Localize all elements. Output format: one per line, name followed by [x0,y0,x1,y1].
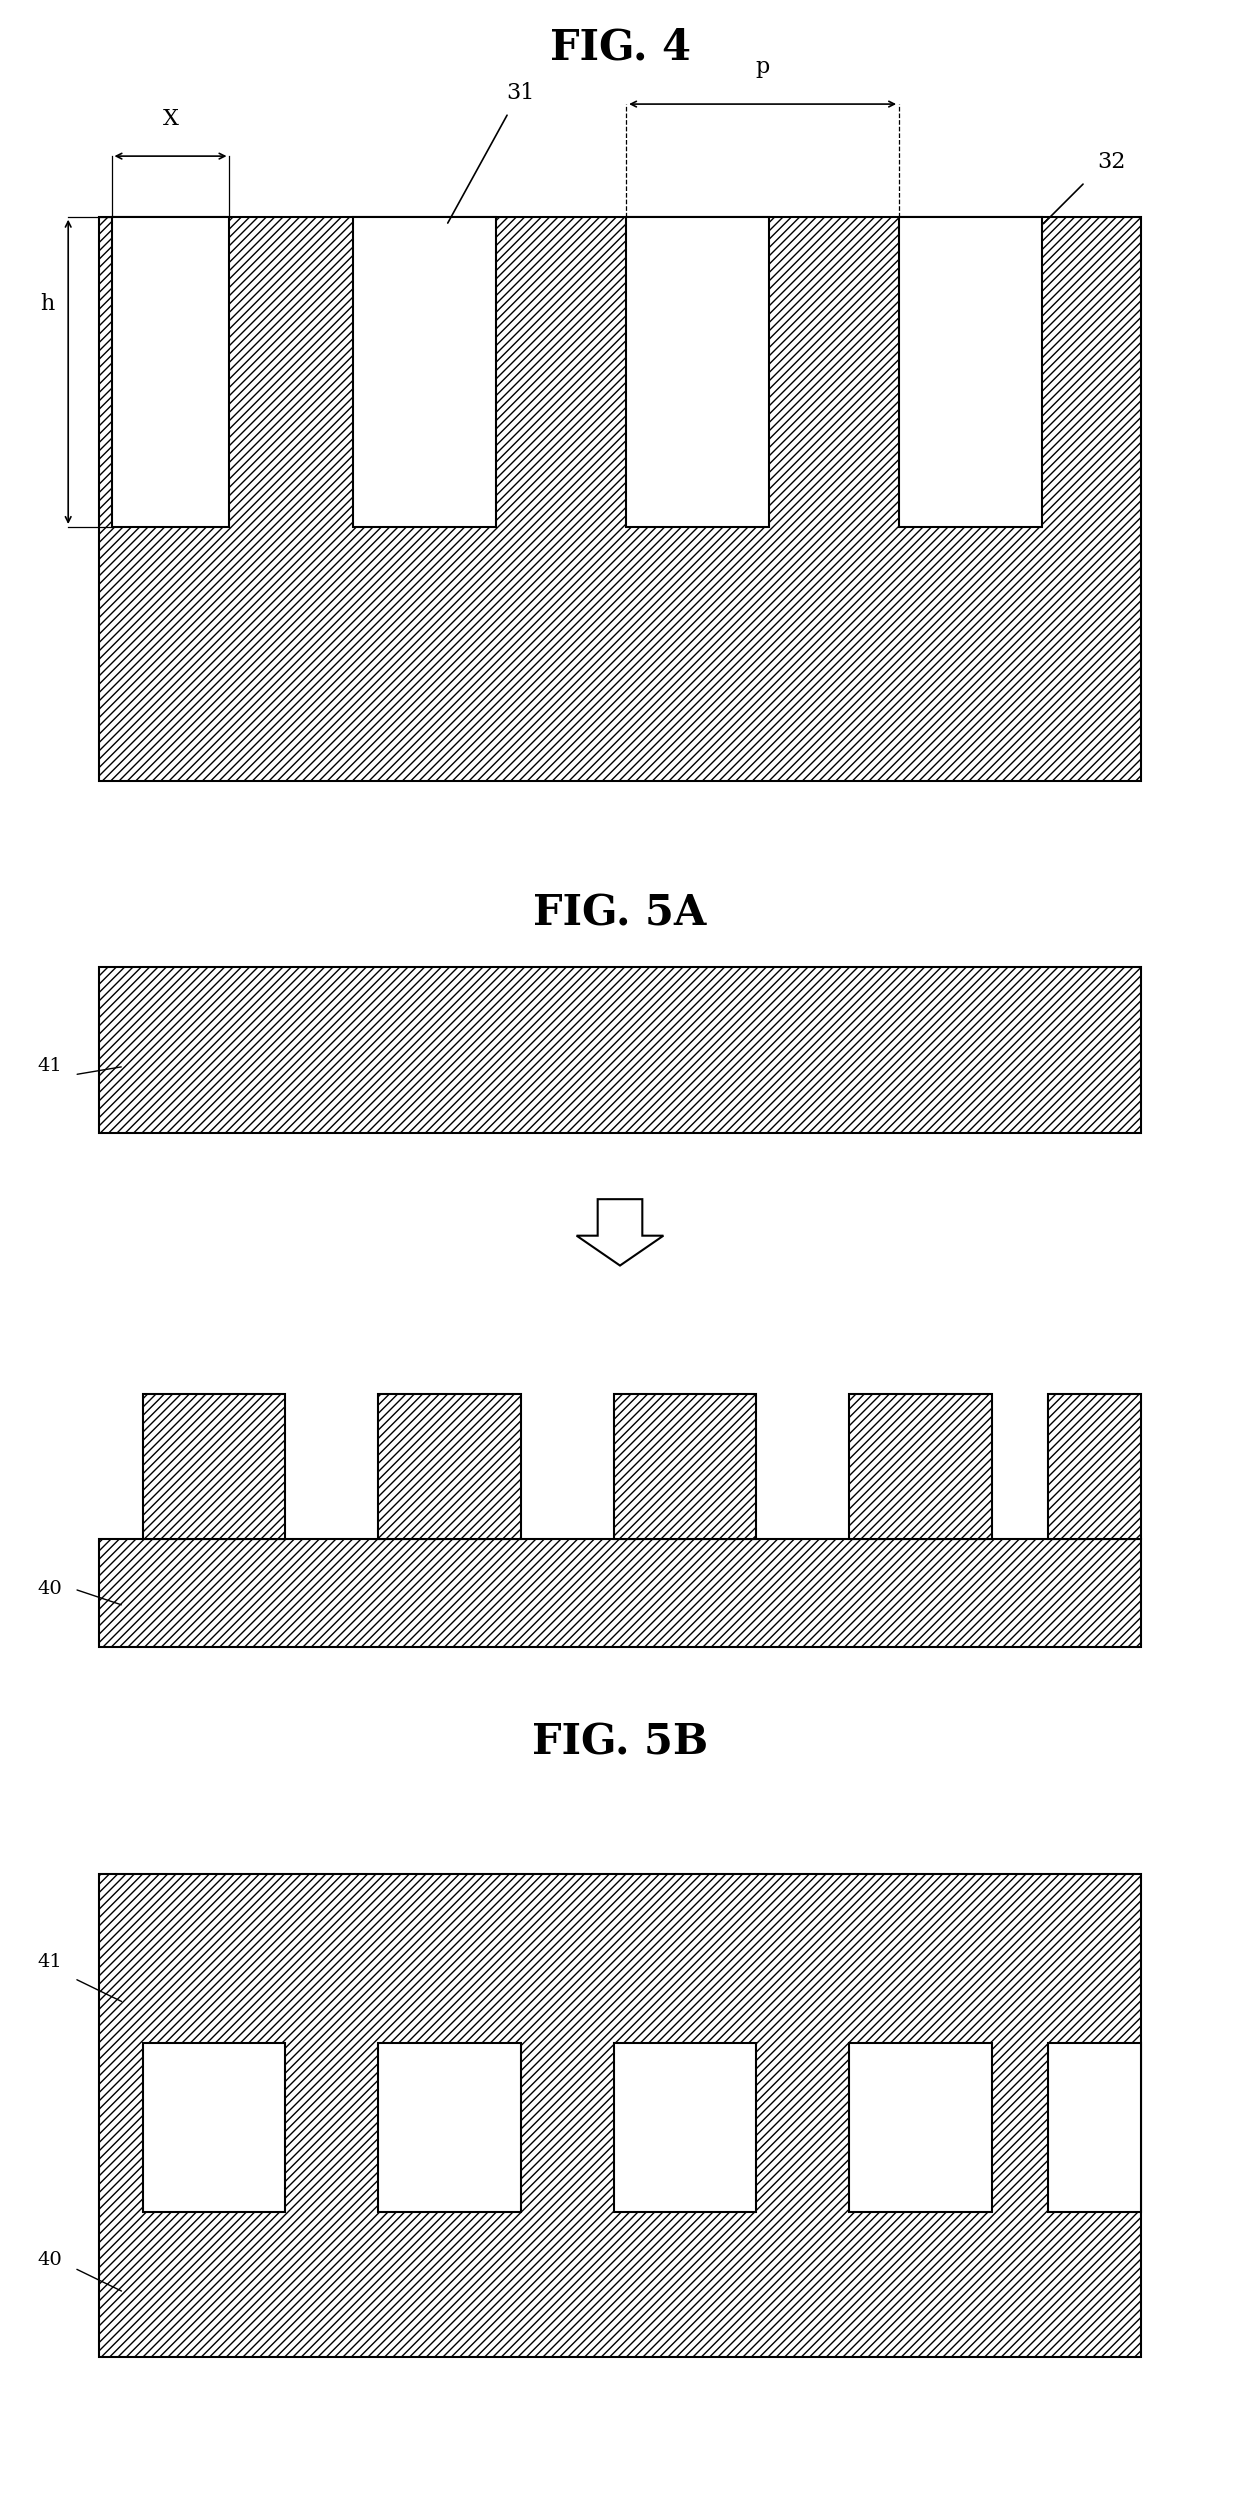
Bar [626,216,769,528]
Bar [849,2044,992,2212]
Text: 41: 41 [37,1953,62,1971]
Text: p: p [755,55,770,78]
Text: 41: 41 [37,1058,62,1076]
Bar [353,216,496,528]
Bar [99,1873,1141,2356]
Text: h: h [40,292,55,314]
Bar [614,1395,756,1539]
Bar [1048,1395,1141,1539]
Bar [849,1395,992,1539]
Text: X: X [162,108,179,131]
Text: 31: 31 [507,83,534,103]
Bar [99,216,1141,779]
Polygon shape [577,1199,663,1265]
Text: 32: 32 [1097,151,1126,173]
Bar [99,968,1141,1134]
Bar [378,1395,521,1539]
Text: 40: 40 [37,2250,62,2270]
Text: 40: 40 [37,1581,62,1599]
Text: FIG. 5B: FIG. 5B [532,1722,708,1762]
Text: FIG. 4: FIG. 4 [549,25,691,68]
Bar [143,2044,285,2212]
Text: FIG. 5A: FIG. 5A [533,892,707,935]
Bar [112,216,229,528]
Bar [1048,2044,1141,2212]
Bar [614,2044,756,2212]
Bar [378,2044,521,2212]
Bar [99,1539,1141,1647]
Bar [899,216,1042,528]
Bar [143,1395,285,1539]
